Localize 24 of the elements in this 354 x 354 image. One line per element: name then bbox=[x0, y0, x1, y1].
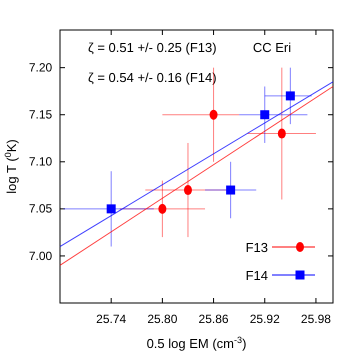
y-tick-label: 7.05 bbox=[28, 202, 53, 216]
y-tick-label: 7.20 bbox=[28, 60, 53, 74]
point bbox=[260, 110, 270, 120]
legend-label: F14 bbox=[246, 268, 268, 283]
point bbox=[278, 128, 286, 139]
x-tick-label: 25.80 bbox=[147, 312, 178, 326]
x-tick-label: 25.74 bbox=[96, 312, 127, 326]
annotation: ζ = 0.51 +/- 0.25 (F13) bbox=[88, 40, 217, 55]
point bbox=[286, 91, 295, 100]
point bbox=[210, 110, 218, 120]
y-tick-label: 7.15 bbox=[28, 108, 53, 122]
x-tick-label: 25.92 bbox=[250, 312, 280, 326]
annotation: ζ = 0.54 +/- 0.16 (F14) bbox=[88, 70, 217, 85]
y-tick-label: 7.10 bbox=[28, 154, 53, 169]
x-axis-title: 0.5 log EM (cm$^{-3}$) bbox=[146, 335, 246, 351]
point bbox=[226, 186, 236, 195]
annotation: CC Eri bbox=[252, 40, 292, 55]
y-tick-label: 7.00 bbox=[28, 248, 53, 263]
point bbox=[106, 204, 116, 214]
x-tick-label: 25.98 bbox=[300, 312, 332, 326]
x-tick-label: 25.86 bbox=[198, 312, 229, 326]
point bbox=[158, 204, 166, 214]
point bbox=[184, 185, 192, 196]
legend-label: F13 bbox=[246, 240, 268, 255]
